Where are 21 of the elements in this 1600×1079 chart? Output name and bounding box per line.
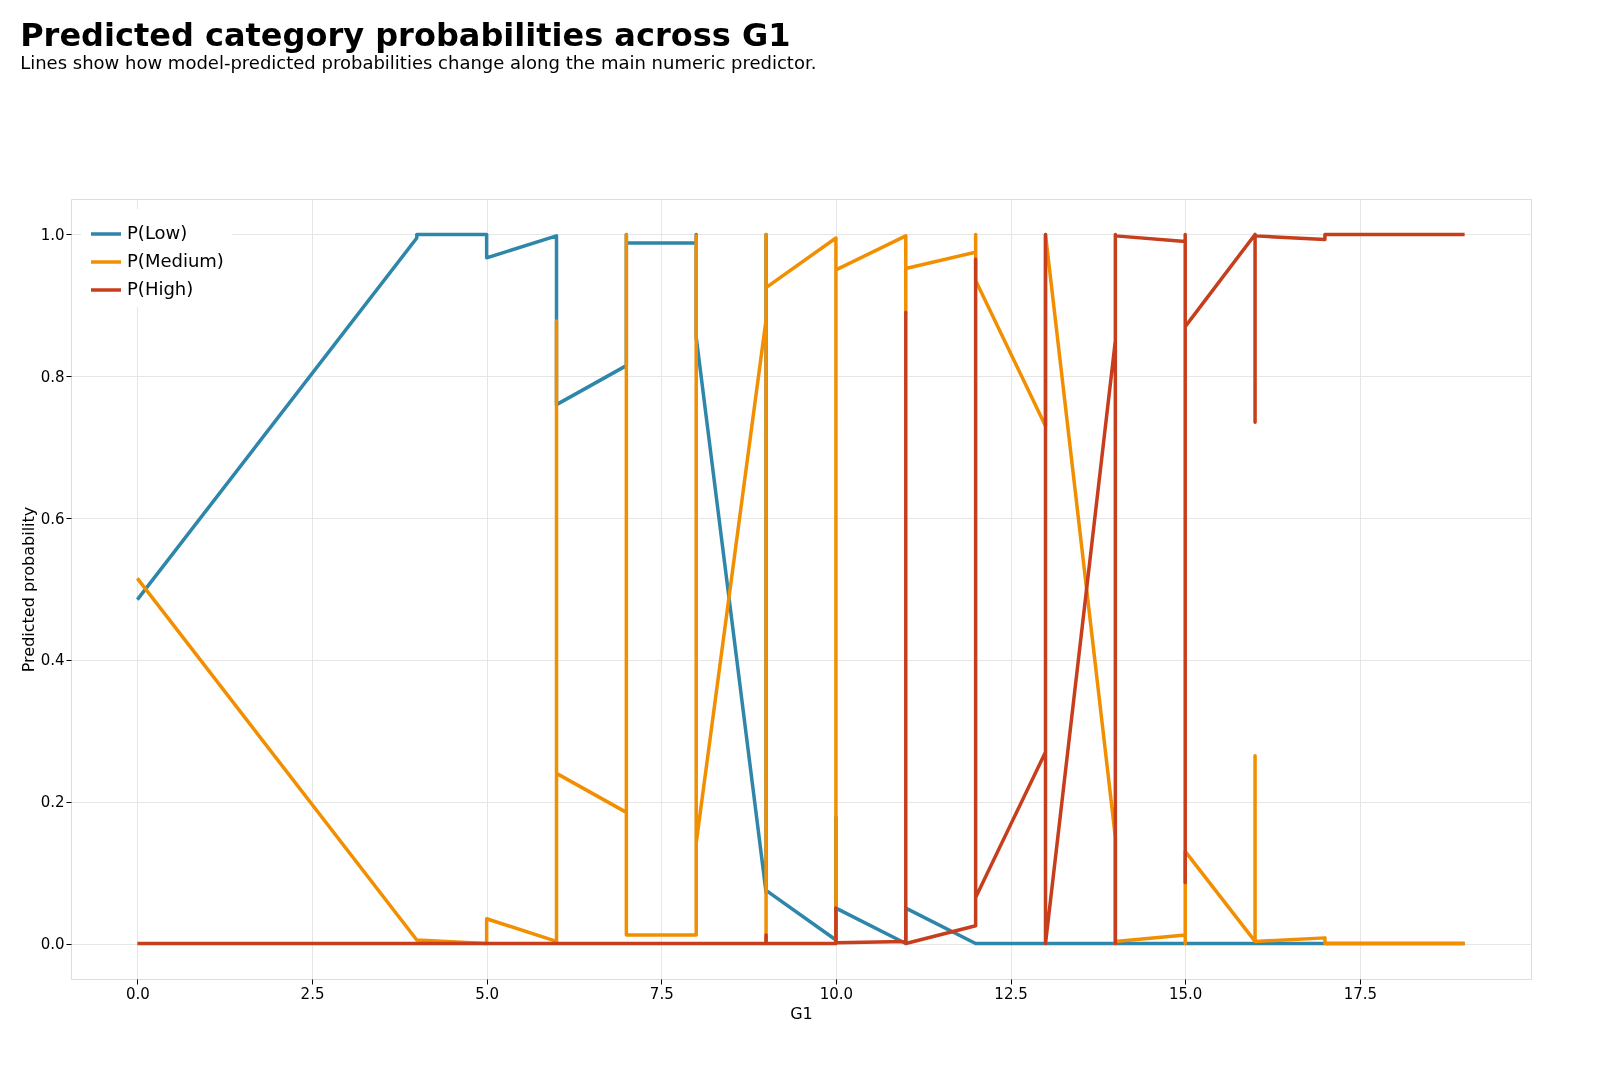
chart-title: Predicted category probabilities across G1 (20, 16, 791, 54)
x-tick-label: 2.5 (300, 984, 325, 1003)
y-axis-title: Predicted probability (18, 506, 38, 673)
y-tick-label: 1.0 (40, 225, 65, 244)
legend-label: P(High) (127, 278, 194, 299)
chart-subtitle: Lines show how model-predicted probabilities change along the main numeric predictor. (20, 52, 817, 73)
y-tick-label: 0.8 (40, 367, 65, 386)
x-axis-title: G1 (790, 1003, 813, 1023)
legend-label: P(Low) (127, 222, 188, 243)
y-tick-label: 0.6 (40, 509, 65, 528)
x-tick-label: 5.0 (475, 984, 500, 1003)
x-tick-label: 0.0 (125, 984, 150, 1003)
x-tick-label: 10.0 (819, 984, 854, 1003)
x-tick-label: 7.5 (649, 984, 674, 1003)
y-tick-label: 0.0 (40, 935, 65, 954)
x-tick-label: 15.0 (1169, 984, 1203, 1003)
y-tick-label: 0.4 (40, 651, 65, 670)
legend-label: P(Medium) (127, 250, 224, 271)
x-tick-label: 12.5 (994, 984, 1028, 1003)
y-tick-label: 0.2 (40, 793, 65, 812)
x-tick-label: 17.5 (1343, 984, 1378, 1003)
